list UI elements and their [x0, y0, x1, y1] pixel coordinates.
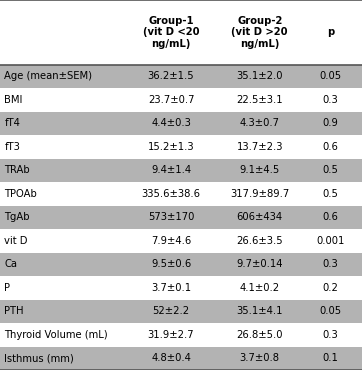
Text: 36.2±1.5: 36.2±1.5 — [148, 71, 194, 81]
Text: 23.7±0.7: 23.7±0.7 — [148, 95, 194, 105]
Text: 4.1±0.2: 4.1±0.2 — [240, 283, 280, 293]
Bar — [0, 229, 362, 253]
Text: 0.6: 0.6 — [323, 142, 338, 152]
Text: 317.9±89.7: 317.9±89.7 — [230, 189, 289, 199]
Bar — [0, 347, 362, 370]
Text: 0.3: 0.3 — [323, 95, 338, 105]
Bar — [0, 323, 362, 347]
Bar — [0, 276, 362, 300]
Text: 31.9±2.7: 31.9±2.7 — [148, 330, 194, 340]
Text: 0.05: 0.05 — [319, 71, 341, 81]
Text: PTH: PTH — [4, 306, 24, 316]
Text: 0.1: 0.1 — [323, 353, 338, 363]
Bar — [0, 253, 362, 276]
Text: 35.1±2.0: 35.1±2.0 — [236, 71, 283, 81]
Bar — [0, 159, 362, 182]
Text: p: p — [327, 27, 334, 37]
Text: 9.4±1.4: 9.4±1.4 — [151, 165, 191, 175]
Text: BMI: BMI — [4, 95, 23, 105]
Text: 9.7±0.14: 9.7±0.14 — [236, 259, 283, 269]
Text: 15.2±1.3: 15.2±1.3 — [148, 142, 194, 152]
Bar — [0, 88, 362, 112]
Text: 7.9±4.6: 7.9±4.6 — [151, 236, 191, 246]
Text: vit D: vit D — [4, 236, 28, 246]
Text: 0.001: 0.001 — [316, 236, 345, 246]
Text: fT4: fT4 — [4, 118, 20, 128]
Text: 0.6: 0.6 — [323, 212, 338, 222]
Text: 9.1±4.5: 9.1±4.5 — [240, 165, 280, 175]
Text: 0.3: 0.3 — [323, 330, 338, 340]
Text: P: P — [4, 283, 10, 293]
Text: 0.5: 0.5 — [323, 165, 338, 175]
Text: 0.5: 0.5 — [323, 189, 338, 199]
Text: 35.1±4.1: 35.1±4.1 — [236, 306, 283, 316]
Text: 606±434: 606±434 — [237, 212, 283, 222]
Text: Isthmus (mm): Isthmus (mm) — [4, 353, 74, 363]
Text: 26.8±5.0: 26.8±5.0 — [236, 330, 283, 340]
Text: 4.4±0.3: 4.4±0.3 — [151, 118, 191, 128]
Text: TPOAb: TPOAb — [4, 189, 37, 199]
Text: 3.7±0.8: 3.7±0.8 — [240, 353, 280, 363]
Text: 52±2.2: 52±2.2 — [152, 306, 190, 316]
Bar — [0, 0, 362, 65]
Text: TRAb: TRAb — [4, 165, 30, 175]
Bar — [0, 135, 362, 159]
Text: TgAb: TgAb — [4, 212, 30, 222]
Text: 0.9: 0.9 — [323, 118, 338, 128]
Text: Thyroid Volume (mL): Thyroid Volume (mL) — [4, 330, 108, 340]
Text: 573±170: 573±170 — [148, 212, 194, 222]
Text: 26.6±3.5: 26.6±3.5 — [236, 236, 283, 246]
Text: 335.6±38.6: 335.6±38.6 — [142, 189, 201, 199]
Text: Group-2
(vit D >20
ng/mL): Group-2 (vit D >20 ng/mL) — [231, 16, 288, 49]
Text: 22.5±3.1: 22.5±3.1 — [236, 95, 283, 105]
Bar — [0, 300, 362, 323]
Text: 0.3: 0.3 — [323, 259, 338, 269]
Text: Ca: Ca — [4, 259, 17, 269]
Bar — [0, 112, 362, 135]
Bar — [0, 182, 362, 206]
Text: 0.05: 0.05 — [319, 306, 341, 316]
Bar — [0, 65, 362, 88]
Text: Age (mean±SEM): Age (mean±SEM) — [4, 71, 92, 81]
Text: 13.7±2.3: 13.7±2.3 — [236, 142, 283, 152]
Bar — [0, 206, 362, 229]
Text: 9.5±0.6: 9.5±0.6 — [151, 259, 191, 269]
Text: Group-1
(vit D <20
ng/mL): Group-1 (vit D <20 ng/mL) — [143, 16, 199, 49]
Text: fT3: fT3 — [4, 142, 20, 152]
Text: 4.8±0.4: 4.8±0.4 — [151, 353, 191, 363]
Text: 4.3±0.7: 4.3±0.7 — [240, 118, 280, 128]
Text: 0.2: 0.2 — [323, 283, 338, 293]
Text: 3.7±0.1: 3.7±0.1 — [151, 283, 191, 293]
